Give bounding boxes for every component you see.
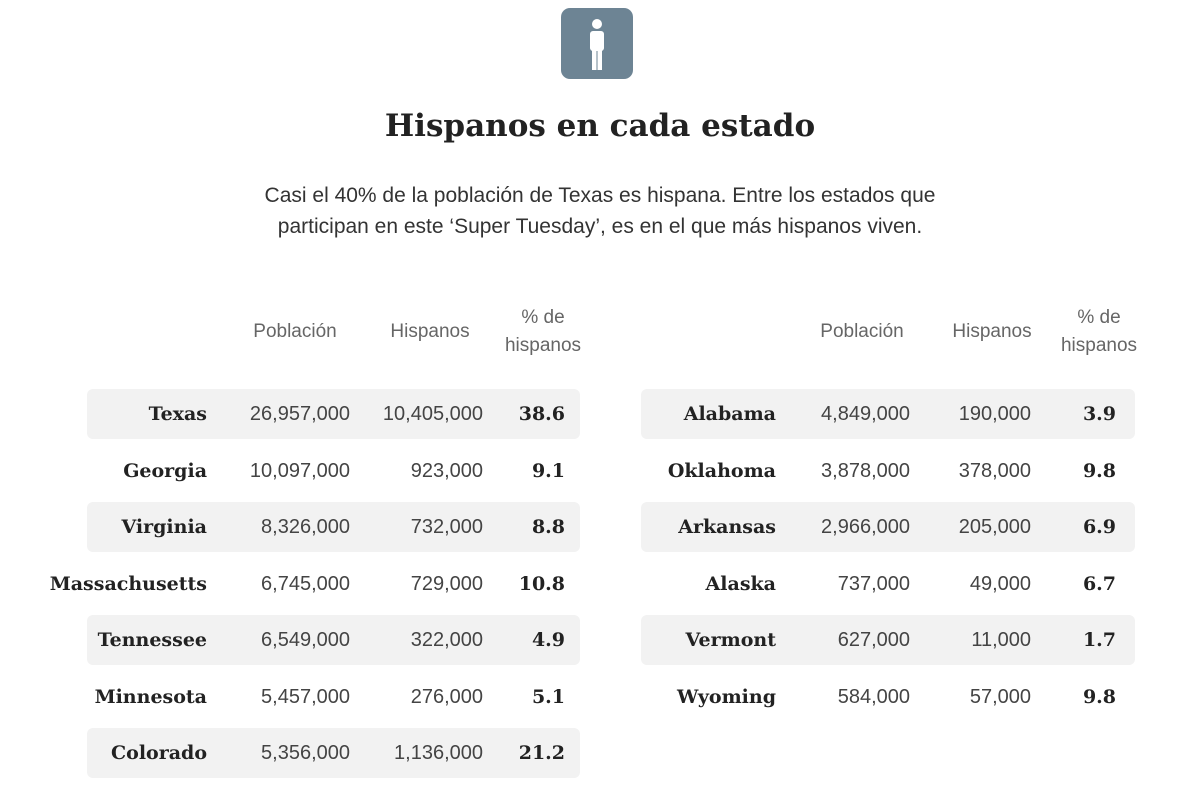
percent-cell: 9.1 xyxy=(531,459,565,482)
percent-cell: 10.8 xyxy=(518,572,565,595)
number-cell: 57,000 xyxy=(969,685,1031,708)
row-background xyxy=(87,728,580,778)
state-name: Virginia xyxy=(121,516,207,538)
column-header: Población xyxy=(253,321,337,342)
number-cell: 5,356,000 xyxy=(261,742,350,764)
row-background xyxy=(641,389,1135,439)
percent-cell: 6.7 xyxy=(1082,572,1116,595)
state-name: Vermont xyxy=(685,629,776,651)
number-cell: 923,000 xyxy=(410,459,483,482)
number-cell: 729,000 xyxy=(410,572,483,595)
number-cell: 378,000 xyxy=(958,459,1031,482)
row-background xyxy=(641,615,1135,665)
column-header: Hispanos xyxy=(952,321,1032,342)
number-cell: 10,097,000 xyxy=(249,459,350,482)
state-name: Tennessee xyxy=(97,629,207,651)
column-header: % de hispanos xyxy=(1060,307,1138,356)
person-icon xyxy=(561,8,633,79)
percent-cell: 9.8 xyxy=(1082,685,1116,708)
number-cell: 26,957,000 xyxy=(249,403,350,425)
percent-cell: 6.9 xyxy=(1082,516,1116,538)
number-cell: 205,000 xyxy=(958,516,1031,538)
number-cell: 8,326,000 xyxy=(261,516,350,538)
percent-cell: 38.6 xyxy=(518,403,565,425)
number-cell: 322,000 xyxy=(410,629,483,651)
row-background xyxy=(641,502,1135,552)
state-name: Alabama xyxy=(683,403,776,425)
number-cell: 49,000 xyxy=(969,572,1031,595)
number-cell: 2,966,000 xyxy=(821,516,910,538)
title: Hispanos en cada estado xyxy=(384,108,816,144)
percent-cell: 1.7 xyxy=(1082,629,1116,651)
number-cell: 276,000 xyxy=(410,685,483,708)
number-cell: 10,405,000 xyxy=(382,403,483,425)
number-cell: 5,457,000 xyxy=(261,685,350,708)
number-cell: 190,000 xyxy=(958,403,1031,425)
description: Casi el 40% de la población de Texas es … xyxy=(264,184,936,238)
row-background xyxy=(87,615,580,665)
state-name: Alaska xyxy=(705,572,776,595)
state-name: Wyoming xyxy=(676,685,776,708)
number-cell: 732,000 xyxy=(410,516,483,538)
percent-cell: 5.1 xyxy=(531,685,565,708)
number-cell: 3,878,000 xyxy=(821,459,910,482)
number-cell: 737,000 xyxy=(837,572,910,595)
column-header: Población xyxy=(820,321,904,342)
percent-cell: 8.8 xyxy=(531,516,565,538)
number-cell: 6,549,000 xyxy=(261,629,350,651)
state-name: Minnesota xyxy=(94,685,207,708)
number-cell: 584,000 xyxy=(837,685,910,708)
percent-cell: 3.9 xyxy=(1082,403,1116,425)
column-header: % de hispanos xyxy=(504,307,582,356)
state-name: Arkansas xyxy=(678,516,776,538)
number-cell: 4,849,000 xyxy=(821,403,910,425)
state-name: Texas xyxy=(148,403,207,425)
state-name: Oklahoma xyxy=(667,459,776,482)
state-name: Georgia xyxy=(123,459,207,482)
column-header: Hispanos xyxy=(390,321,470,342)
state-name: Massachusetts xyxy=(49,572,207,595)
number-cell: 6,745,000 xyxy=(261,572,350,595)
percent-cell: 21.2 xyxy=(518,742,565,764)
state-name: Colorado xyxy=(111,742,207,764)
number-cell: 627,000 xyxy=(837,629,910,651)
row-background xyxy=(87,502,580,552)
percent-cell: 9.8 xyxy=(1082,459,1116,482)
percent-cell: 4.9 xyxy=(531,629,565,651)
row-background xyxy=(87,389,580,439)
number-cell: 11,000 xyxy=(971,629,1031,651)
number-cell: 1,136,000 xyxy=(394,742,483,764)
